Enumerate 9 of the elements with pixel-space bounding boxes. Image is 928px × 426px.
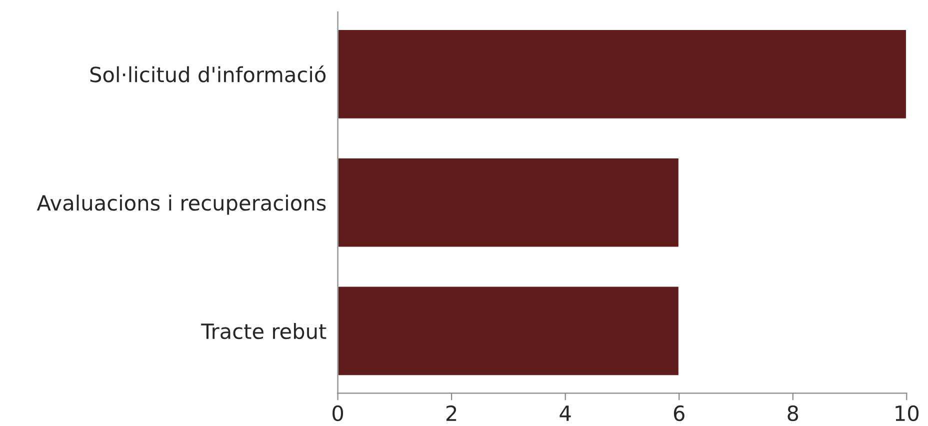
- y-tick-label: Tracte rebut: [201, 323, 326, 340]
- x-tick-label: 6: [674, 405, 684, 422]
- x-tick-label: 2: [446, 405, 456, 421]
- x-tick-label: 4: [560, 406, 571, 421]
- y-tick-label: Sol·licitud d'informació: [90, 65, 326, 82]
- y-tick-label: Avaluacions i recuperacions: [36, 194, 326, 215]
- x-tick-label: 8: [788, 405, 798, 422]
- x-tick-label: 10: [896, 405, 919, 422]
- x-tick-label: 0: [332, 405, 344, 422]
